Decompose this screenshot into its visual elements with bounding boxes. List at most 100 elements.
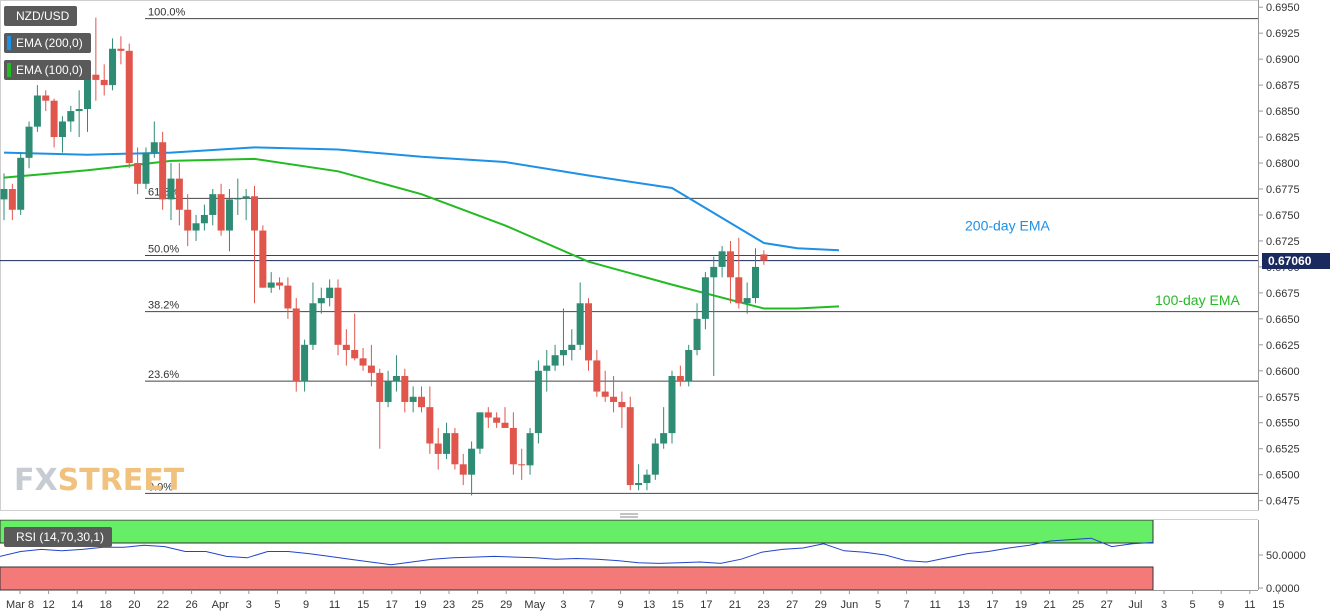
candle[interactable] <box>225 188 233 252</box>
candle[interactable] <box>651 438 659 480</box>
candle[interactable] <box>242 188 250 221</box>
candle[interactable] <box>8 183 16 221</box>
date-axis[interactable]: Mar 8 12 14 18 20 22 26 Apr 3 5 9 11 15 17 19 23 25 29 May… <box>0 590 1285 611</box>
candle[interactable] <box>392 355 400 392</box>
candle[interactable] <box>92 17 100 101</box>
candle[interactable] <box>150 121 158 158</box>
candle[interactable] <box>585 298 592 371</box>
candle[interactable] <box>568 329 576 361</box>
candle[interactable] <box>443 422 451 460</box>
candle[interactable] <box>276 277 284 290</box>
candle[interactable] <box>351 313 359 361</box>
candle[interactable] <box>301 339 309 392</box>
candle[interactable] <box>217 183 225 236</box>
candle[interactable] <box>509 412 517 475</box>
candle[interactable] <box>267 272 275 293</box>
candle[interactable] <box>134 147 142 195</box>
candle[interactable] <box>693 303 701 356</box>
candle[interactable] <box>334 279 342 356</box>
candle[interactable] <box>601 370 609 402</box>
candle[interactable] <box>42 90 50 112</box>
candle[interactable] <box>167 163 175 221</box>
candle[interactable] <box>493 412 501 428</box>
candle[interactable] <box>459 453 467 486</box>
candle[interactable] <box>58 116 66 153</box>
candle[interactable] <box>718 246 726 278</box>
candle[interactable] <box>317 287 325 314</box>
candle[interactable] <box>175 163 183 226</box>
candle[interactable] <box>559 308 567 366</box>
candle[interactable] <box>543 350 551 392</box>
candle[interactable] <box>626 396 634 491</box>
legend-ema200[interactable]: EMA (200,0) <box>4 33 91 53</box>
candle[interactable] <box>25 121 33 169</box>
candle[interactable] <box>184 194 192 247</box>
candle[interactable] <box>284 277 292 319</box>
candle[interactable] <box>426 386 434 454</box>
candle[interactable] <box>735 237 743 309</box>
candle[interactable] <box>760 250 768 265</box>
candle[interactable] <box>409 386 417 413</box>
candle[interactable] <box>476 412 484 454</box>
candle[interactable] <box>200 204 208 231</box>
candle[interactable] <box>67 105 75 132</box>
candle[interactable] <box>309 282 317 351</box>
candle[interactable] <box>710 256 718 376</box>
candle[interactable] <box>401 368 409 413</box>
legend-ema100[interactable]: EMA (100,0) <box>4 60 91 80</box>
candle[interactable] <box>635 464 643 491</box>
candle[interactable] <box>743 282 751 314</box>
candle[interactable] <box>100 64 108 96</box>
candle[interactable] <box>251 185 258 304</box>
candle[interactable] <box>342 329 350 366</box>
candle[interactable] <box>676 365 684 387</box>
panel-splitter-handle[interactable] <box>620 513 638 518</box>
candle[interactable] <box>726 240 734 304</box>
candle[interactable] <box>326 279 334 307</box>
candle[interactable] <box>376 368 384 449</box>
candle[interactable] <box>50 98 58 148</box>
candle[interactable] <box>668 370 676 444</box>
candle[interactable] <box>33 85 41 132</box>
candle[interactable] <box>752 248 759 304</box>
candle[interactable] <box>75 90 83 138</box>
candle[interactable] <box>117 36 125 65</box>
candle-body <box>251 196 258 231</box>
candle[interactable] <box>685 344 693 387</box>
candle[interactable] <box>292 298 300 392</box>
legend-rsi[interactable]: RSI (14,70,30,1) <box>4 527 113 547</box>
candle[interactable] <box>701 272 709 330</box>
candle[interactable] <box>434 427 442 470</box>
candle[interactable] <box>259 225 267 288</box>
candle[interactable] <box>192 214 200 241</box>
candle[interactable] <box>367 344 375 387</box>
candle[interactable] <box>234 178 242 215</box>
candle[interactable] <box>109 38 117 91</box>
candle[interactable] <box>593 350 601 397</box>
candle[interactable] <box>159 131 167 210</box>
candle[interactable] <box>17 152 25 215</box>
candle[interactable] <box>526 427 534 475</box>
candlesticks[interactable] <box>0 17 768 496</box>
candle[interactable] <box>518 448 526 480</box>
candle[interactable] <box>576 282 584 351</box>
candle[interactable] <box>551 344 559 371</box>
candle[interactable] <box>359 347 367 371</box>
candle[interactable] <box>610 375 618 413</box>
candle[interactable] <box>468 441 476 496</box>
candle[interactable] <box>142 147 150 189</box>
candle[interactable] <box>125 43 133 169</box>
candle[interactable] <box>618 391 626 428</box>
candle[interactable] <box>484 407 492 428</box>
candle[interactable] <box>501 407 509 428</box>
candle[interactable] <box>384 370 392 408</box>
legend-symbol[interactable]: NZD/USD <box>4 6 78 26</box>
candle[interactable] <box>643 469 651 491</box>
candle[interactable] <box>418 386 425 413</box>
candle[interactable] <box>660 407 668 449</box>
candle[interactable] <box>451 427 459 470</box>
candle[interactable] <box>534 360 542 444</box>
candle[interactable] <box>0 173 8 221</box>
candle[interactable] <box>209 188 217 226</box>
